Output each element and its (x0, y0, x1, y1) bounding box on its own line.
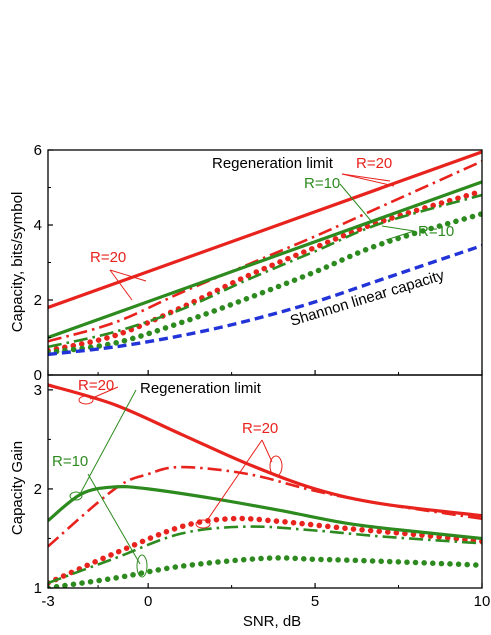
x-tick-label: -3 (41, 593, 54, 610)
y-tick-label: 4 (34, 217, 42, 234)
annotation-r20-top-left: R=20 (90, 249, 126, 266)
annotation-r20-bottom-left: R=20 (78, 377, 114, 394)
y-tick-label: 0 (34, 367, 42, 384)
series-line-solid-1 (48, 150, 482, 310)
series-line-dotted-3 (48, 515, 482, 586)
bottom-y-axis-label: Capacity Gain (9, 441, 26, 535)
series-line-dashdot-5 (48, 525, 482, 585)
annotation-r20-bottom-right: R=20 (242, 420, 278, 437)
plot-frame (47, 374, 483, 589)
annotation-regeneration-limit-top: Regeneration limit (212, 155, 334, 172)
x-tick-label: 0 (144, 593, 152, 610)
series-line-dotted-6 (48, 555, 482, 588)
annotation-r10-top-left: R=10 (304, 175, 340, 192)
x-axis-label: SNR, dB (243, 613, 301, 630)
annotation-r10-top-right: R=10 (418, 223, 454, 240)
series-group (48, 383, 482, 588)
series-line-dotted-3 (48, 188, 482, 354)
y-tick-label: 2 (34, 292, 42, 309)
series-line-dashdot-2 (48, 465, 482, 548)
annotation-r20-top-right: R=20 (356, 155, 392, 172)
series-line-solid-4 (48, 484, 482, 541)
y-tick-label: 1 (34, 580, 42, 597)
series-line-dashdot-5 (48, 193, 482, 349)
series-line-solid-1 (48, 383, 482, 518)
y-tick-label: 2 (34, 481, 42, 498)
annotation-regeneration-limit-bottom: Regeneration limit (140, 380, 262, 397)
top-y-axis-label: Capacity, bits/symbol (9, 192, 26, 333)
x-tick-label: 10 (474, 593, 491, 610)
series-line-dotted-6 (48, 211, 482, 356)
top-panel: 0 2 4 6 (34, 142, 483, 384)
bottom-panel: 1 2 3 -3 0 5 10 (34, 374, 491, 610)
series-line-dashed-7 (48, 243, 482, 357)
x-tick-label: 5 (311, 593, 319, 610)
series-group (48, 150, 482, 357)
annotation-leaders (69, 173, 415, 578)
y-tick-label: 6 (34, 142, 42, 159)
series-line-solid-4 (48, 180, 482, 340)
annotation-r10-bottom: R=10 (52, 453, 88, 470)
annotation-shannon-linear-capacity: Shannon linear capacity (288, 267, 447, 330)
y-tick-label: 3 (34, 382, 42, 399)
